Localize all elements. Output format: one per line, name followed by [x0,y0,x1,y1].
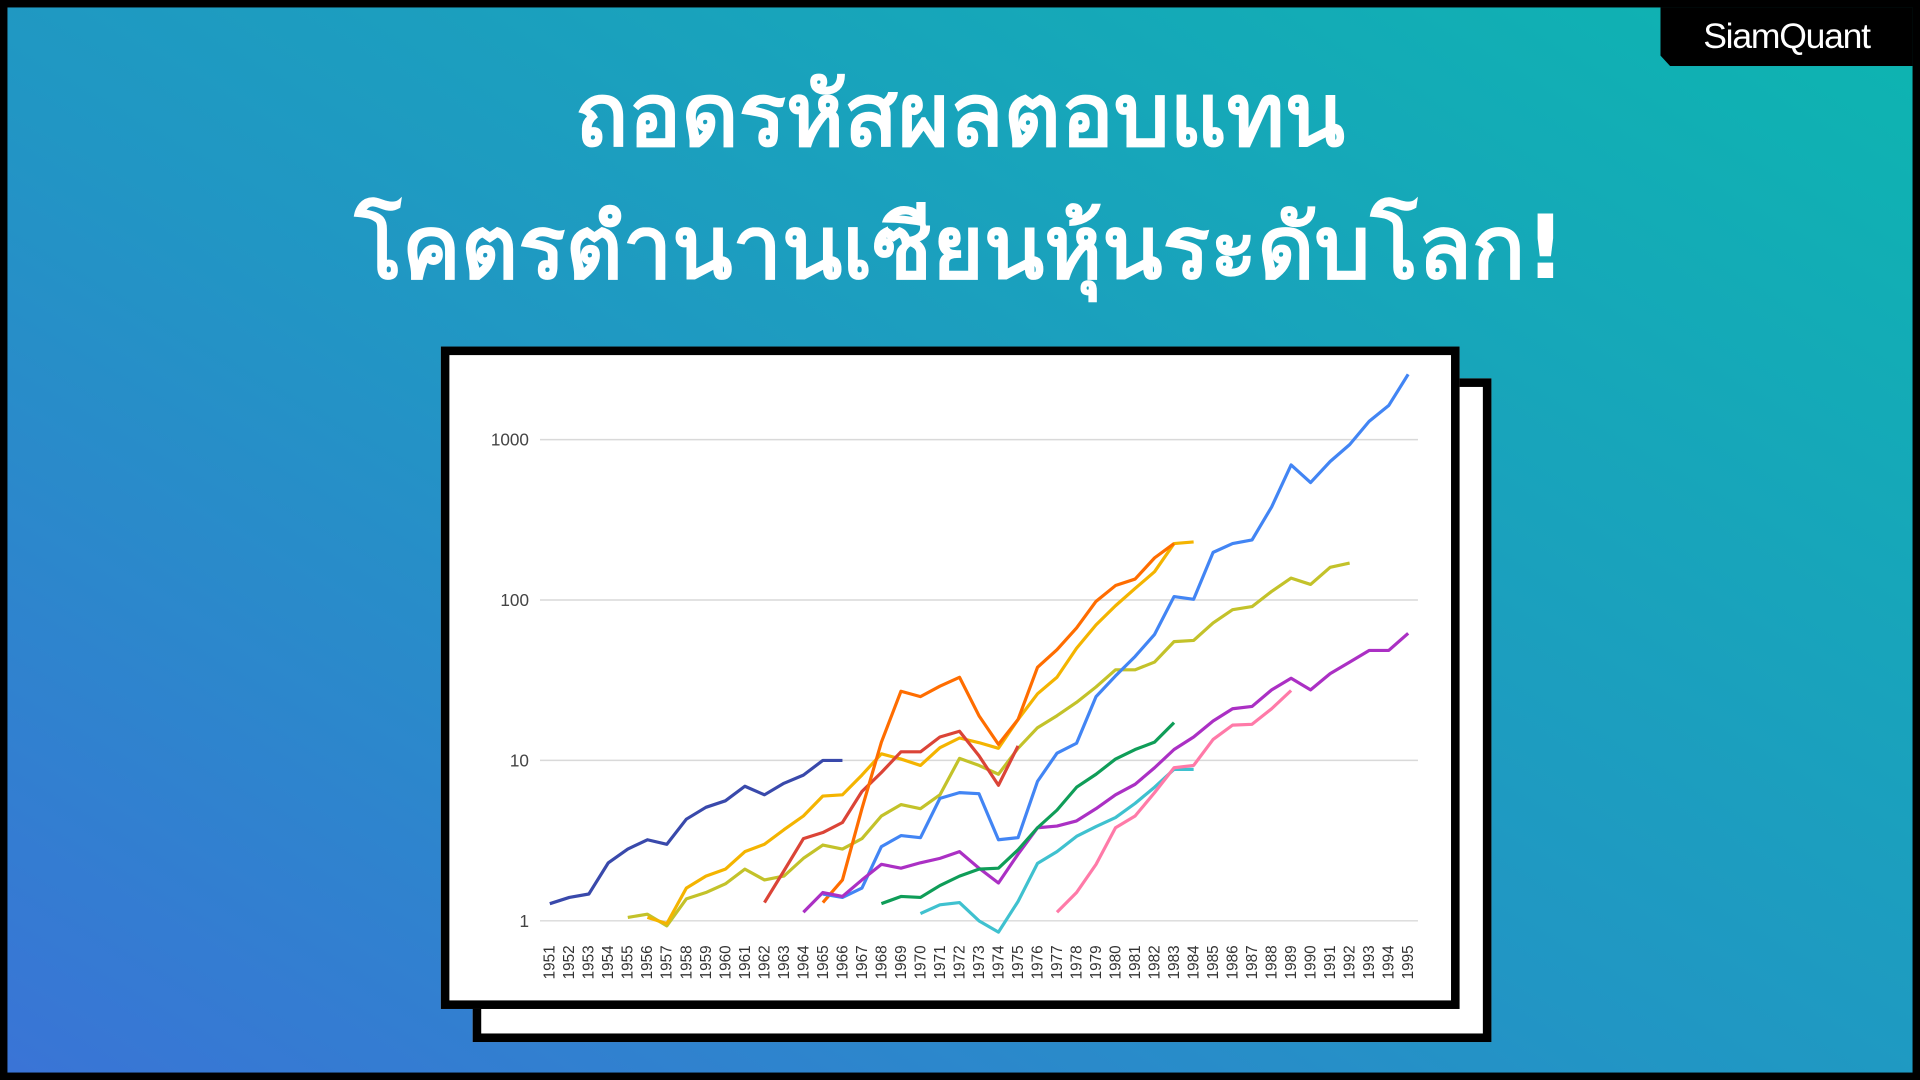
x-tick-label: 1992 [1342,945,1359,979]
x-tick-label: 1988 [1264,945,1281,979]
headline-line-1: ถอดรหัสผลตอบแทน [575,63,1345,167]
y-tick-label: 1 [519,911,529,931]
x-tick-label: 1956 [639,945,656,979]
x-tick-label: 1962 [756,945,773,979]
x-tick-label: 1978 [1068,945,1085,979]
x-tick-label: 1979 [1088,945,1105,979]
x-tick-label: 1963 [776,945,793,979]
x-tick-label: 1958 [678,945,695,979]
x-tick-label: 1983 [1166,945,1183,979]
series-line-1 [549,758,843,906]
x-tick-label: 1985 [1205,945,1222,979]
x-tick-label: 1965 [815,945,832,979]
x-tick-label: 1974 [990,945,1007,980]
x-tick-label: 1953 [581,945,598,979]
x-tick-label: 1993 [1361,945,1378,979]
x-tick-label: 1970 [912,945,929,979]
series-line-10 [1055,689,1293,914]
x-tick-label: 1957 [659,945,676,979]
x-tick-label: 1981 [1127,945,1144,979]
x-tick-label: 1964 [795,945,812,980]
x-tick-label: 1986 [1224,945,1241,979]
x-tick-label: 1954 [600,945,617,980]
x-tick-label: 1966 [834,945,851,979]
series-line-9 [919,767,1194,934]
x-tick-label: 1982 [1146,945,1163,979]
x-tick-label: 1990 [1303,945,1320,979]
series-line-7 [802,632,1410,914]
x-tick-label: 1961 [737,945,754,979]
headline-line-2: โคตรตำนานเซียนหุ้นระดับโลก! [354,195,1566,299]
series-line-6 [822,373,1410,900]
x-tick-label: 1976 [1029,945,1046,979]
series-line-4 [763,729,1020,904]
x-tick-label: 1967 [854,945,871,979]
x-tick-label: 1980 [1107,945,1124,979]
x-tick-label: 1989 [1283,945,1300,979]
x-tick-label: 1984 [1185,945,1202,980]
x-tick-label: 1951 [542,945,559,979]
x-tick-label: 1973 [971,945,988,979]
x-tick-label: 1968 [873,945,890,979]
x-tick-label: 1991 [1322,945,1339,979]
x-tick-label: 1952 [561,945,578,979]
x-tick-label: 1994 [1381,945,1398,980]
siamquant-logo: SiamQuant [1660,7,1913,67]
x-tick-label: 1995 [1400,945,1417,979]
series-line-5 [821,542,1175,904]
series-line-3 [646,540,1194,926]
y-tick-label: 100 [500,590,529,610]
x-tick-label: 1959 [698,945,715,979]
series-line-8 [880,721,1176,906]
x-tick-label: 1955 [620,945,637,979]
x-tick-label: 1960 [717,945,734,979]
x-tick-label: 1971 [932,945,949,979]
x-tick-label: 1975 [1010,945,1027,979]
y-tick-label: 10 [510,751,529,771]
x-tick-label: 1972 [951,945,968,979]
x-tick-label: 1969 [893,945,910,979]
x-tick-label: 1977 [1049,945,1066,979]
x-tick-label: 1987 [1244,945,1261,979]
y-tick-label: 1000 [491,430,529,450]
